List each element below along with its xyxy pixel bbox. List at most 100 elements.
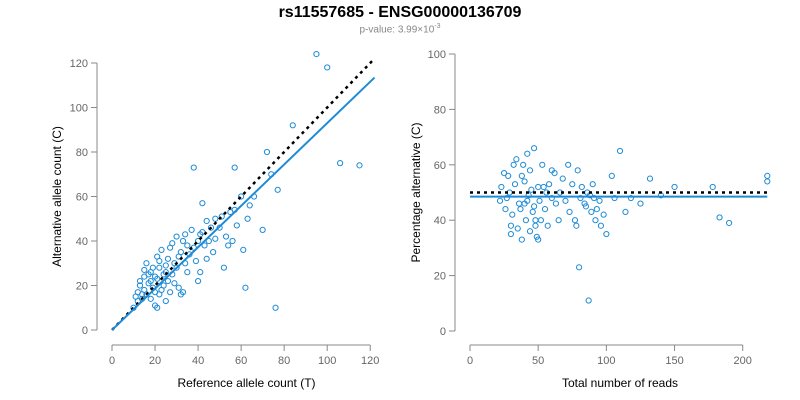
- data-point: [143, 260, 150, 267]
- data-point: [559, 175, 566, 182]
- data-point: [203, 217, 210, 225]
- data-point: [535, 183, 542, 191]
- data-point: [156, 257, 163, 265]
- data-point: [518, 236, 525, 243]
- data-point: [518, 172, 525, 179]
- data-point: [585, 297, 592, 304]
- data-point: [503, 194, 510, 202]
- x-tick-label: 60: [235, 355, 247, 367]
- data-point: [216, 224, 223, 231]
- data-point: [194, 277, 202, 285]
- data-point: [532, 217, 539, 224]
- y-tick-label: 40: [76, 236, 88, 248]
- data-point: [596, 197, 603, 204]
- data-point: [530, 145, 538, 152]
- data-point: [544, 222, 551, 229]
- data-point: [201, 242, 208, 249]
- data-point: [218, 213, 225, 220]
- y-tick-label: 20: [76, 281, 88, 293]
- data-point: [646, 175, 654, 182]
- data-point: [259, 226, 266, 233]
- data-point: [498, 183, 505, 191]
- x-tick-label: 0: [467, 355, 473, 367]
- pvalue-exponent: -3: [434, 23, 441, 30]
- data-point: [627, 194, 635, 202]
- data-point: [210, 249, 217, 256]
- data-point: [507, 222, 515, 229]
- data-point: [212, 235, 219, 242]
- data-point: [592, 217, 599, 224]
- data-point: [169, 240, 176, 247]
- data-point: [548, 194, 555, 202]
- data-point: [502, 206, 509, 213]
- data-point: [205, 237, 212, 245]
- data-point: [517, 206, 524, 213]
- data-point: [529, 208, 536, 215]
- data-point: [545, 181, 553, 188]
- data-point: [207, 224, 215, 231]
- data-point: [764, 172, 771, 179]
- data-point: [578, 183, 585, 191]
- data-point: [532, 222, 539, 229]
- data-point: [528, 186, 535, 193]
- data-point: [289, 122, 296, 129]
- data-point: [231, 164, 238, 171]
- data-point: [175, 284, 182, 291]
- fit-line: [111, 76, 376, 331]
- data-point: [173, 264, 180, 271]
- y-tick-label: 80: [434, 104, 446, 116]
- chart-title: rs11557685 - ENSG00000136709: [278, 4, 522, 21]
- data-point: [511, 181, 519, 188]
- data-point: [182, 231, 189, 238]
- data-point: [136, 277, 144, 285]
- x-tick-label: 20: [149, 355, 161, 367]
- data-point: [588, 208, 595, 215]
- data-point: [590, 194, 598, 202]
- y-tick-label: 0: [440, 326, 446, 338]
- data-point: [552, 200, 560, 207]
- data-point: [190, 164, 197, 171]
- data-point: [171, 280, 178, 287]
- data-point: [537, 217, 545, 224]
- data-point: [622, 208, 629, 215]
- data-point: [184, 269, 191, 276]
- data-point: [184, 242, 191, 249]
- data-point: [716, 214, 723, 221]
- data-point: [324, 64, 331, 71]
- data-point: [177, 249, 184, 256]
- x-tick-label: 0: [109, 355, 115, 367]
- data-point: [220, 264, 228, 271]
- data-point: [242, 284, 249, 291]
- data-point: [637, 200, 644, 207]
- data-point: [197, 269, 204, 276]
- data-point: [233, 222, 240, 229]
- data-point: [571, 217, 579, 224]
- data-point: [188, 226, 195, 233]
- data-point: [203, 255, 210, 262]
- data-point: [555, 217, 562, 224]
- data-point: [164, 277, 172, 285]
- data-point: [608, 172, 615, 179]
- y-tick-label: 100: [428, 49, 446, 61]
- data-point: [229, 237, 236, 245]
- data-point: [173, 233, 180, 240]
- y-tick-label: 40: [434, 215, 446, 227]
- data-point: [600, 211, 607, 218]
- data-point: [514, 225, 521, 232]
- data-point: [244, 215, 251, 222]
- data-point: [510, 161, 517, 168]
- data-point: [158, 246, 165, 253]
- data-point: [222, 233, 230, 240]
- data-point: [199, 200, 206, 207]
- pvalue-label: p-value:: [359, 24, 396, 36]
- y-tick-label: 60: [434, 160, 446, 172]
- x-tick-label: 150: [665, 355, 683, 367]
- data-point: [764, 178, 771, 185]
- data-point: [521, 178, 528, 185]
- data-point: [507, 230, 515, 238]
- data-point: [540, 183, 547, 191]
- data-point: [616, 147, 624, 155]
- data-point: [154, 304, 161, 311]
- data-point: [147, 277, 154, 285]
- data-point: [179, 237, 187, 245]
